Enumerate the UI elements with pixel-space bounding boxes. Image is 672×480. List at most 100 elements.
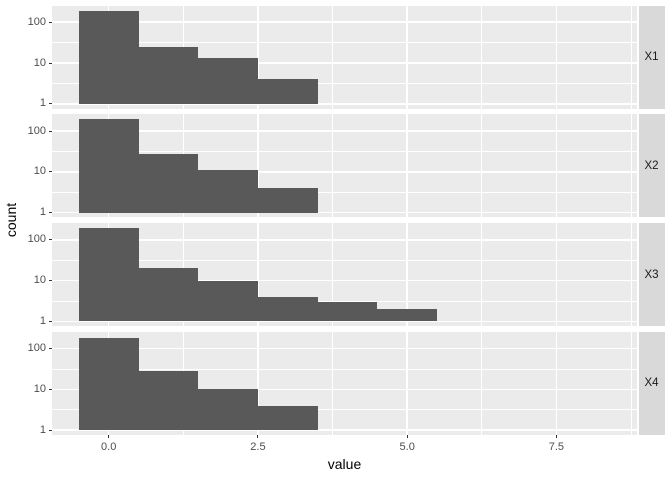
gridline-y-minor: [52, 42, 637, 44]
gridline-x-major: [406, 114, 408, 218]
gridline-y-major: [52, 347, 637, 350]
histogram-bar: [257, 188, 318, 213]
gridline-y-major: [52, 171, 637, 173]
y-tick-label: 10: [33, 382, 46, 395]
gridline-y-major: [52, 62, 637, 64]
gridline-x-major: [555, 223, 558, 327]
gridline-x-minor: [481, 223, 483, 327]
gridline-y-major: [52, 21, 637, 23]
histogram-bar: [78, 119, 139, 213]
y-tick-label: 10: [33, 274, 46, 287]
facet-strip-X1: X1: [638, 5, 665, 109]
histogram-bar: [138, 370, 199, 431]
gridline-y-major: [52, 429, 637, 431]
gridline-y-minor: [52, 300, 637, 302]
gridline-y-major: [52, 103, 637, 105]
facet-strip-label: X1: [644, 51, 659, 63]
gridline-y-minor: [52, 83, 637, 84]
y-tick-label: 100: [27, 233, 46, 246]
gridline-x-minor: [332, 5, 333, 109]
y-axis-tick: [48, 130, 52, 132]
gridline-x-minor: [630, 5, 632, 109]
x-axis-tick: [555, 435, 557, 439]
histogram-bar: [257, 79, 318, 104]
facet-strip-label: X3: [644, 268, 659, 281]
y-axis-tick: [48, 103, 52, 105]
gridline-y-minor: [52, 151, 637, 152]
y-tick-label: 10: [33, 56, 46, 69]
histogram-bar: [198, 170, 258, 213]
x-axis-title: value: [327, 455, 362, 472]
y-axis-tick: [48, 429, 52, 431]
x-axis-tick: [108, 435, 110, 439]
gridline-y-minor: [52, 368, 637, 370]
gridline-x-minor: [630, 114, 632, 218]
gridline-x-major: [257, 5, 259, 109]
gridline-y-major: [52, 388, 637, 391]
gridline-y-major: [52, 320, 637, 323]
facet-panel-X1: [52, 5, 637, 109]
y-axis-tick: [48, 320, 52, 322]
y-axis-tick: [48, 388, 52, 390]
gridline-x-minor: [630, 223, 632, 327]
y-axis-tick: [48, 212, 52, 214]
y-axis-tick: [48, 348, 52, 350]
gridline-x-minor: [332, 331, 333, 435]
histogram-bar: [317, 301, 378, 322]
y-tick-label: 1: [39, 206, 46, 219]
gridline-x-minor: [630, 331, 632, 435]
histogram-bar: [198, 389, 258, 431]
facet-panel-X4: [52, 331, 637, 435]
gridline-x-major: [406, 331, 408, 435]
gridline-y-major: [52, 279, 637, 282]
facet-strip-X4: X4: [638, 331, 665, 435]
gridline-x-major: [555, 114, 558, 218]
histogram-bar: [138, 154, 199, 213]
histogram-bar: [78, 337, 139, 431]
histogram-bar: [138, 268, 199, 322]
x-tick-label: 7.5: [548, 440, 565, 453]
gridline-x-minor: [332, 223, 333, 327]
histogram-bar: [198, 280, 258, 322]
gridline-y-minor: [52, 259, 637, 261]
facet-strip-label: X4: [644, 377, 659, 390]
facet-strip-X3: X3: [638, 223, 665, 327]
x-tick-label: 0.0: [101, 440, 117, 453]
gridline-x-major: [257, 114, 259, 218]
gridline-y-minor: [52, 191, 637, 193]
gridline-x-major: [555, 331, 558, 435]
gridline-y-major: [52, 130, 637, 132]
facet-strip-X2: X2: [638, 114, 665, 218]
gridline-y-major: [52, 239, 637, 241]
gridline-x-major: [257, 223, 259, 327]
y-tick-label: 100: [27, 124, 46, 137]
gridline-y-minor: [52, 409, 637, 411]
y-tick-label: 10: [33, 165, 46, 178]
y-axis-tick: [48, 239, 52, 241]
histogram-bar: [377, 309, 438, 322]
gridline-x-minor: [332, 114, 333, 218]
histogram-bar: [198, 58, 258, 104]
x-axis-tick: [406, 435, 408, 439]
y-axis-tick: [48, 171, 52, 173]
y-tick-label: 1: [39, 423, 46, 436]
gridline-x-major: [406, 5, 408, 109]
gridline-y-major: [52, 211, 637, 214]
histogram-bar: [78, 228, 139, 322]
x-tick-label: 5.0: [399, 440, 415, 453]
y-axis-tick: [48, 62, 52, 64]
facet-panel-X2: [52, 114, 637, 218]
histogram-bar: [257, 405, 318, 431]
y-tick-label: 100: [27, 15, 46, 28]
y-axis-tick: [48, 21, 52, 23]
histogram-bar: [78, 10, 139, 104]
y-tick-label: 1: [39, 97, 46, 110]
facet-strip-label: X2: [644, 159, 659, 172]
x-tick-label: 2.5: [250, 440, 266, 453]
x-axis-tick: [257, 435, 259, 439]
histogram-bar: [138, 46, 199, 104]
gridline-x-minor: [481, 114, 483, 218]
histogram-bar: [257, 296, 318, 322]
gridline-x-major: [257, 331, 259, 435]
